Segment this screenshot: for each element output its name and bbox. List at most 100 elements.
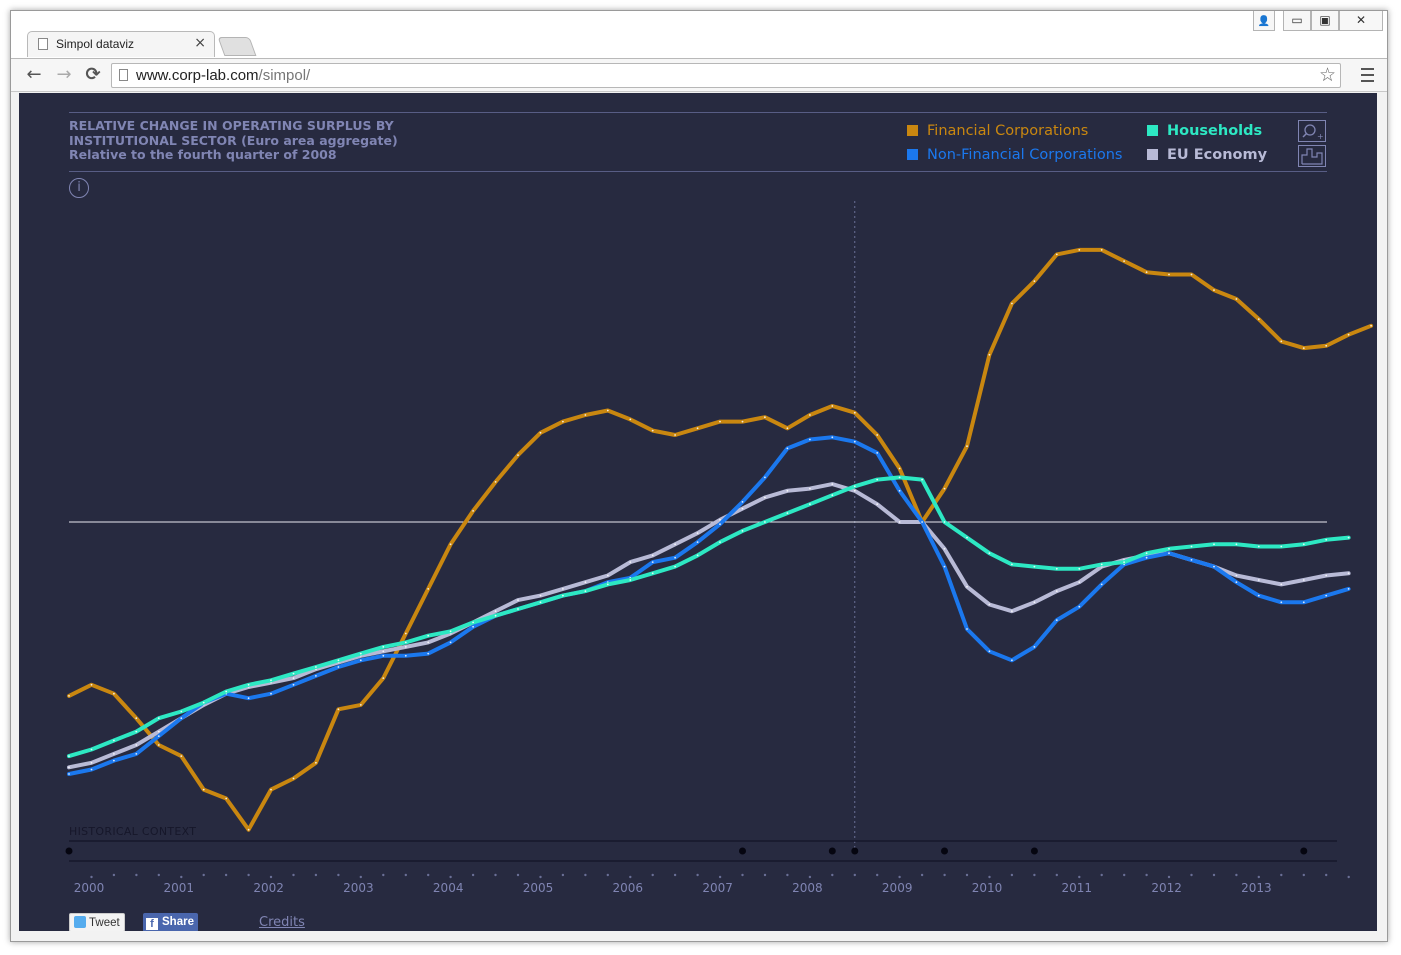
data-point [539, 601, 542, 604]
data-point [719, 518, 721, 521]
data-point [427, 634, 430, 637]
data-point [1055, 253, 1058, 256]
twitter-bird-icon [74, 916, 86, 928]
data-point [921, 521, 923, 523]
data-point [629, 579, 632, 581]
data-point [898, 521, 901, 523]
share-label: Share [162, 916, 194, 928]
data-point [898, 489, 901, 492]
browser-tab[interactable]: Simpol dataviz × [27, 31, 215, 57]
new-tab-button[interactable] [217, 37, 257, 56]
data-point [629, 561, 632, 563]
quarter-tick [831, 873, 834, 877]
quarter-tick [112, 873, 116, 877]
data-point [449, 641, 452, 644]
minimize-button[interactable]: ▭ [1283, 11, 1311, 31]
data-point [404, 654, 407, 657]
data-point [427, 652, 430, 655]
credits-link[interactable]: Credits [259, 915, 305, 930]
data-point [1168, 547, 1170, 550]
data-point [202, 788, 205, 791]
quarter-tick [943, 873, 946, 877]
bookmark-star-icon[interactable]: ☆ [1318, 64, 1336, 86]
data-point [135, 753, 138, 755]
facebook-share-button[interactable]: f Share [143, 913, 198, 931]
data-point [337, 708, 340, 711]
info-icon[interactable]: i [69, 178, 89, 198]
zoom-icon[interactable]: + [1298, 120, 1326, 142]
user-icon[interactable]: 👤 [1253, 11, 1275, 31]
data-point [404, 641, 407, 644]
quarter-tick [314, 873, 318, 877]
data-point [696, 554, 699, 557]
history-event-dot [1300, 847, 1308, 855]
tweet-button[interactable]: Tweet [69, 913, 125, 931]
forward-button[interactable]: → [56, 64, 72, 85]
data-point [1123, 561, 1125, 563]
browser-toolbar: ← → ⟳ www.corp-lab.com/simpol/ ☆ [11, 58, 1387, 92]
data-point [292, 672, 295, 675]
reload-button[interactable]: ⟳ [85, 64, 101, 85]
data-point [674, 556, 676, 559]
legend-financial-corporations[interactable]: Financial Corporations [907, 123, 1088, 139]
data-point [674, 434, 676, 436]
quarter-tick [202, 873, 205, 877]
quarter-tick [763, 873, 767, 877]
data-point [741, 501, 744, 503]
quarter-tick [853, 873, 856, 877]
quarter-tick [292, 873, 295, 877]
bar-chart-icon[interactable] [1298, 145, 1326, 167]
address-bar[interactable]: www.corp-lab.com/simpol/ ☆ [111, 63, 1341, 88]
data-point [1235, 298, 1238, 300]
url-host: www.corp-lab.com [136, 67, 259, 84]
data-point [180, 710, 183, 713]
data-point [696, 427, 699, 430]
menu-icon[interactable] [1359, 64, 1377, 86]
data-point [1257, 545, 1260, 548]
data-point [584, 581, 587, 584]
data-point [831, 494, 834, 497]
data-point [90, 761, 93, 764]
year-tick [359, 875, 362, 879]
quarter-tick [1055, 873, 1059, 877]
quarter-tick [1100, 873, 1103, 877]
legend-households[interactable]: Households [1147, 123, 1262, 139]
x-tick-label: 2007 [702, 881, 733, 895]
year-tick [629, 875, 632, 879]
series-line-financial-corporations [67, 247, 1374, 832]
history-event-dot [65, 847, 73, 855]
data-point [853, 440, 856, 443]
data-point [831, 483, 834, 485]
data-point [831, 405, 834, 407]
quarter-tick [584, 873, 587, 877]
data-point [1280, 340, 1283, 343]
data-point [157, 730, 160, 733]
data-point [90, 768, 93, 771]
tab-close-icon[interactable]: × [194, 35, 206, 51]
maximize-button[interactable]: ▣ [1311, 11, 1339, 31]
data-point [876, 452, 879, 454]
year-tick [988, 875, 991, 879]
close-window-button[interactable]: ✕ [1339, 11, 1383, 31]
year-tick [1347, 875, 1350, 879]
data-point [135, 730, 138, 733]
data-point [966, 445, 968, 448]
legend-non-financial-corporations[interactable]: Non-Financial Corporations [907, 147, 1122, 163]
legend-eu-economy[interactable]: EU Economy [1147, 147, 1267, 163]
chart-title-line1: RELATIVE CHANGE IN OPERATING SURPLUS BY [69, 118, 394, 133]
back-button[interactable]: ← [26, 64, 42, 85]
data-point [1257, 594, 1260, 597]
data-point [1190, 273, 1193, 276]
x-tick-label: 2004 [433, 881, 464, 895]
maximize-icon: ▣ [1319, 13, 1331, 27]
data-point [1011, 659, 1013, 662]
data-point [719, 541, 721, 543]
year-tick [1257, 875, 1261, 879]
tweet-label: Tweet [89, 917, 120, 929]
data-point [562, 588, 564, 590]
data-point [719, 420, 721, 423]
quarter-tick [516, 873, 520, 877]
year-tick [808, 875, 812, 879]
data-point [1347, 536, 1350, 539]
data-point [898, 467, 901, 470]
